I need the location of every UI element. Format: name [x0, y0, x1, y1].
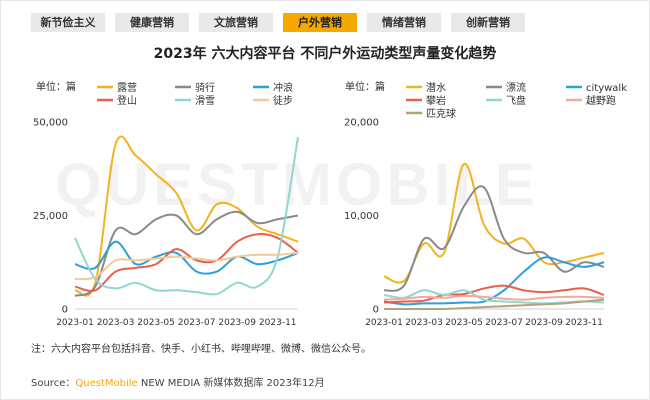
- right-xtick-label: 2023-09: [525, 318, 563, 328]
- right-xtick-label: 2023-01: [365, 318, 403, 328]
- right-xtick-label: 2023-07: [485, 318, 523, 328]
- right-legend-label: 匹克球: [426, 107, 456, 120]
- chart-title: 2023年 六大内容平台 不同户外运动类型声量变化趋势: [153, 46, 497, 62]
- left-legend-label: 滑雪: [195, 95, 215, 107]
- right-xtick-label: 2023-11: [565, 318, 603, 328]
- right-series-line-1: [383, 185, 605, 292]
- right-legend-label: 越野跑: [586, 94, 616, 107]
- left-series-line-3: [74, 233, 299, 292]
- right-series-line-6: [384, 298, 605, 311]
- right-ytick-label: 20,000: [344, 118, 379, 129]
- left-unit-label: 单位：篇: [36, 80, 76, 93]
- tab-culture-travel-marketing[interactable]: 文旅营销: [199, 13, 273, 32]
- right-unit-label: 单位：篇: [345, 80, 385, 93]
- right-ytick-label: 0: [373, 305, 379, 316]
- tab-emotion-marketing[interactable]: 情绪营销: [367, 13, 441, 32]
- tab-frugalism[interactable]: 新节俭主义: [31, 13, 105, 32]
- right-legend-label: citywalk: [586, 83, 627, 94]
- left-ytick-label: 0: [62, 305, 68, 316]
- left-xtick-label: 2023-03: [97, 318, 135, 328]
- left-ytick-label: 25,000: [33, 211, 68, 222]
- left-ytick-label: 50,000: [33, 118, 68, 129]
- left-legend-label: 骑行: [195, 81, 215, 94]
- left-xtick-label: 2023-11: [259, 318, 297, 328]
- right-legend-label: 攀岩: [426, 94, 446, 107]
- category-tabs: 新节俭主义 健康营销 文旅营销 户外营销 情绪营销 创新营销: [31, 13, 525, 32]
- right-legend-label: 漂流: [506, 81, 526, 94]
- tab-health-marketing[interactable]: 健康营销: [115, 13, 189, 32]
- footnote: 注：六大内容平台包括抖音、快手、小红书、哔哩哔哩、微博、微信公众号。: [31, 344, 371, 355]
- left-series-line-5: [74, 251, 299, 281]
- right-legend-label: 飞盘: [506, 94, 526, 107]
- left-legend-label: 冲浪: [273, 81, 293, 94]
- left-series-line-2: [74, 240, 299, 275]
- left-legend-label: 露营: [117, 81, 137, 94]
- left-series-line-0: [74, 135, 299, 297]
- right-xtick-label: 2023-05: [445, 318, 483, 328]
- source-brand: QuestMobile: [75, 378, 138, 389]
- left-legend-label: 登山: [117, 94, 137, 107]
- source-line: Source：QuestMobile NEW MEDIA 新媒体数据库 2023…: [31, 374, 325, 389]
- right-xtick-label: 2023-03: [405, 318, 443, 328]
- left-xtick-label: 2023-01: [56, 318, 94, 328]
- source-prefix: Source：: [31, 378, 76, 389]
- tab-innovation-marketing[interactable]: 创新营销: [451, 13, 525, 32]
- right-series-line-5: [383, 294, 605, 301]
- left-series-line-1: [74, 210, 299, 297]
- left-series-line-4: [74, 136, 299, 296]
- left-legend-label: 徒步: [273, 94, 293, 107]
- left-xtick-label: 2023-09: [218, 318, 256, 328]
- left-xtick-label: 2023-07: [178, 318, 216, 328]
- right-series-line-3: [383, 284, 605, 304]
- left-xtick-label: 2023-05: [137, 318, 175, 328]
- source-suffix: NEW MEDIA 新媒体数据库 2023年12月: [137, 378, 325, 389]
- right-legend-label: 潜水: [426, 81, 446, 94]
- tab-outdoor-marketing[interactable]: 户外营销: [283, 13, 357, 32]
- right-ytick-label: 10,000: [344, 211, 379, 222]
